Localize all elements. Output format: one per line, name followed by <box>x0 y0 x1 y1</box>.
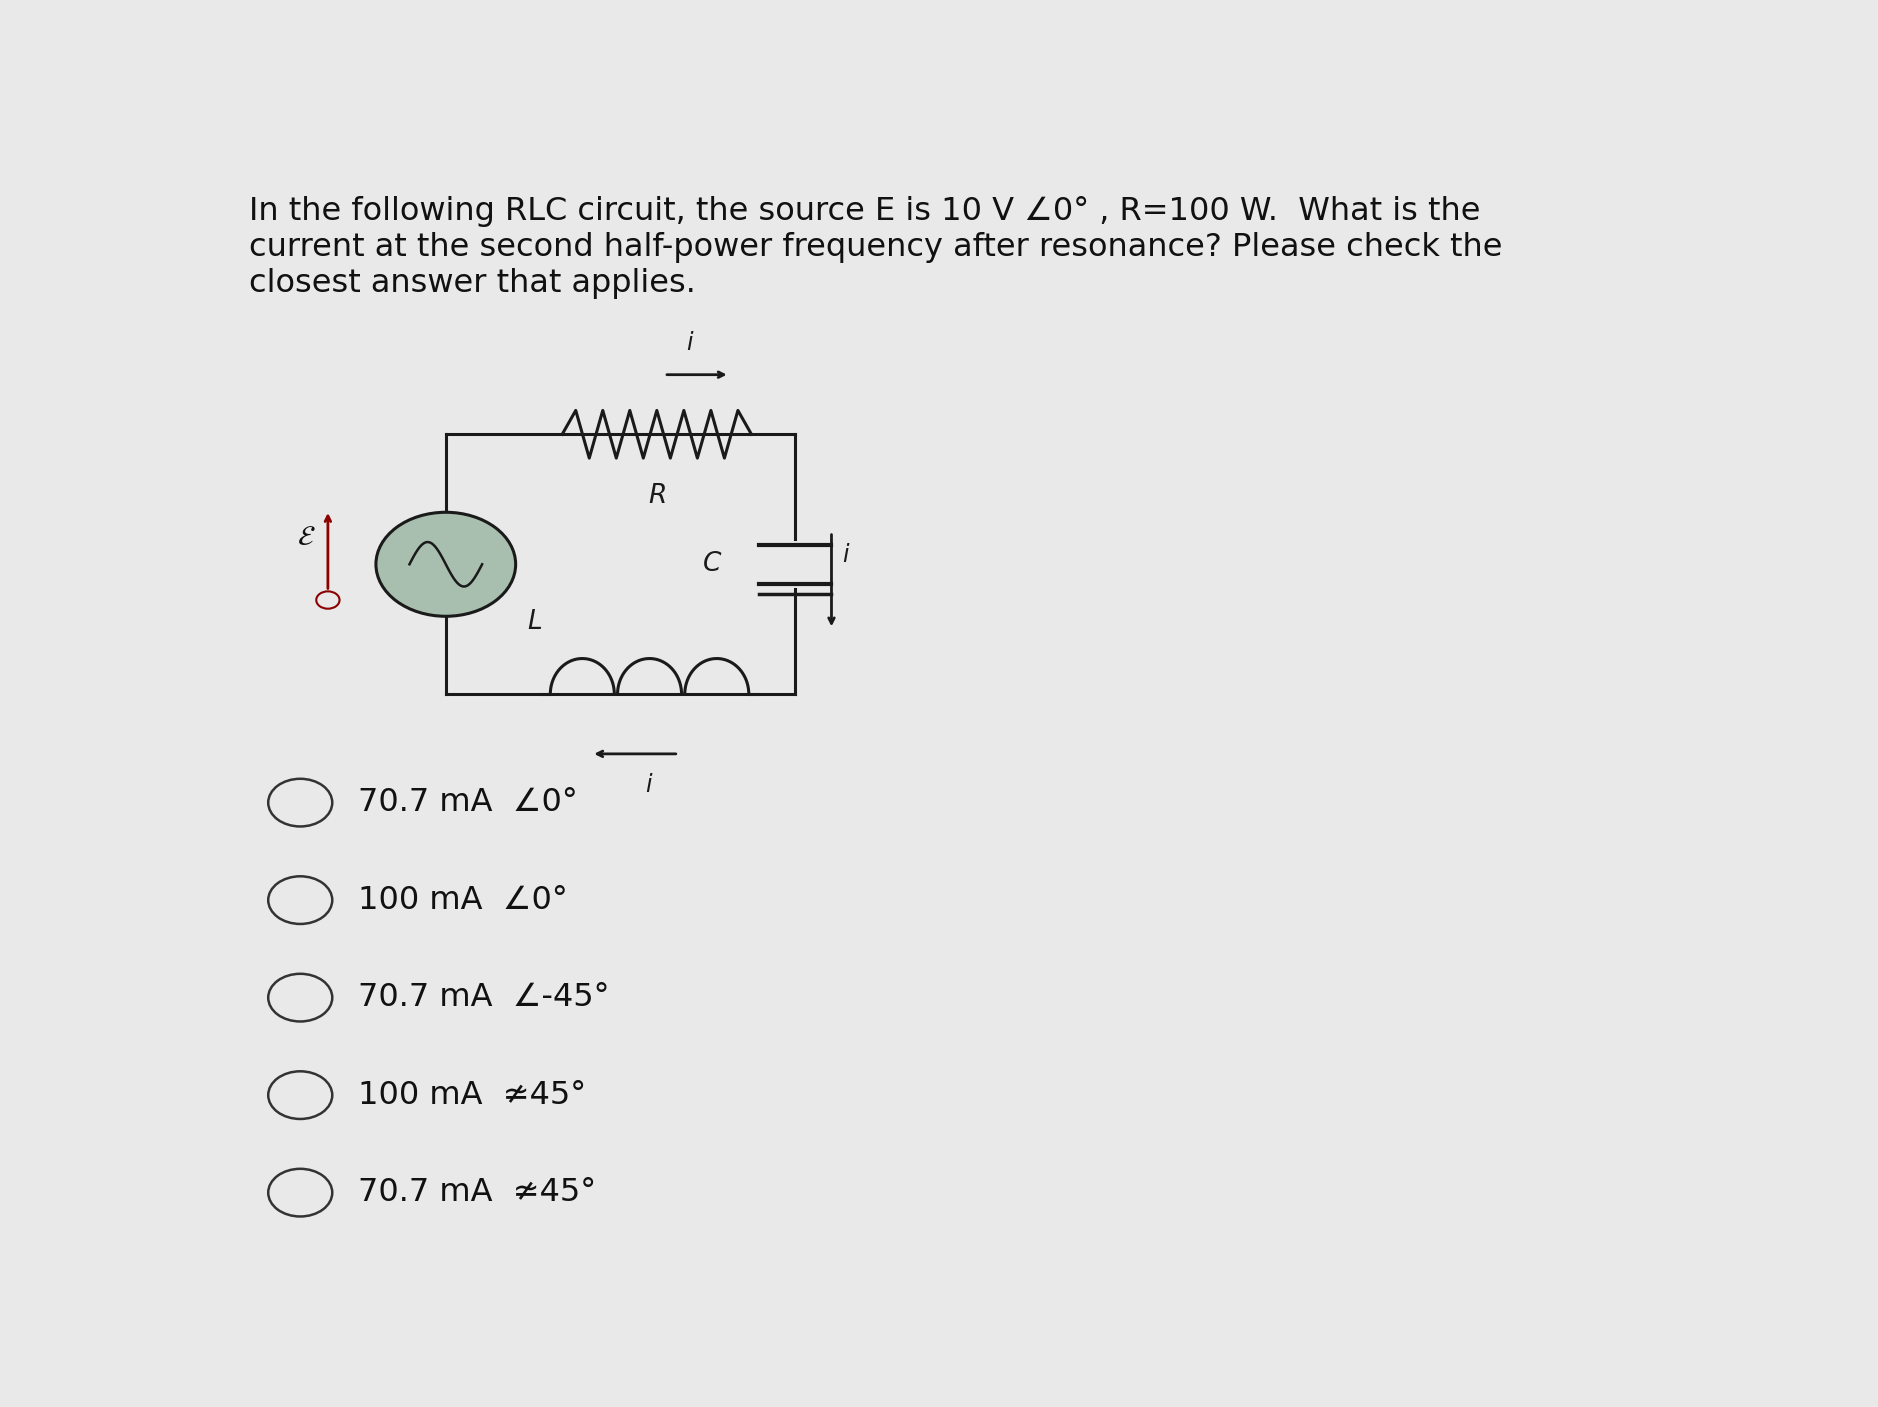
Text: $\mathcal{E}$: $\mathcal{E}$ <box>297 523 316 552</box>
Text: 70.7 mA  ≄45°: 70.7 mA ≄45° <box>359 1178 597 1209</box>
Text: 70.7 mA  ∠0°: 70.7 mA ∠0° <box>359 787 578 817</box>
Text: $i$: $i$ <box>841 543 851 567</box>
Text: $R$: $R$ <box>648 483 665 509</box>
Text: 70.7 mA  ∠-45°: 70.7 mA ∠-45° <box>359 982 610 1013</box>
Text: $L$: $L$ <box>526 609 541 635</box>
Text: 100 mA  ≄45°: 100 mA ≄45° <box>359 1079 586 1110</box>
Text: In the following RLC circuit, the source E is 10 V ∠0° , R=100 W.  What is the
c: In the following RLC circuit, the source… <box>250 196 1502 298</box>
Text: $i$: $i$ <box>685 331 695 355</box>
Text: $i$: $i$ <box>646 774 654 798</box>
Circle shape <box>376 512 516 616</box>
Text: 100 mA  ∠0°: 100 mA ∠0° <box>359 885 569 916</box>
Text: $C$: $C$ <box>702 552 723 577</box>
